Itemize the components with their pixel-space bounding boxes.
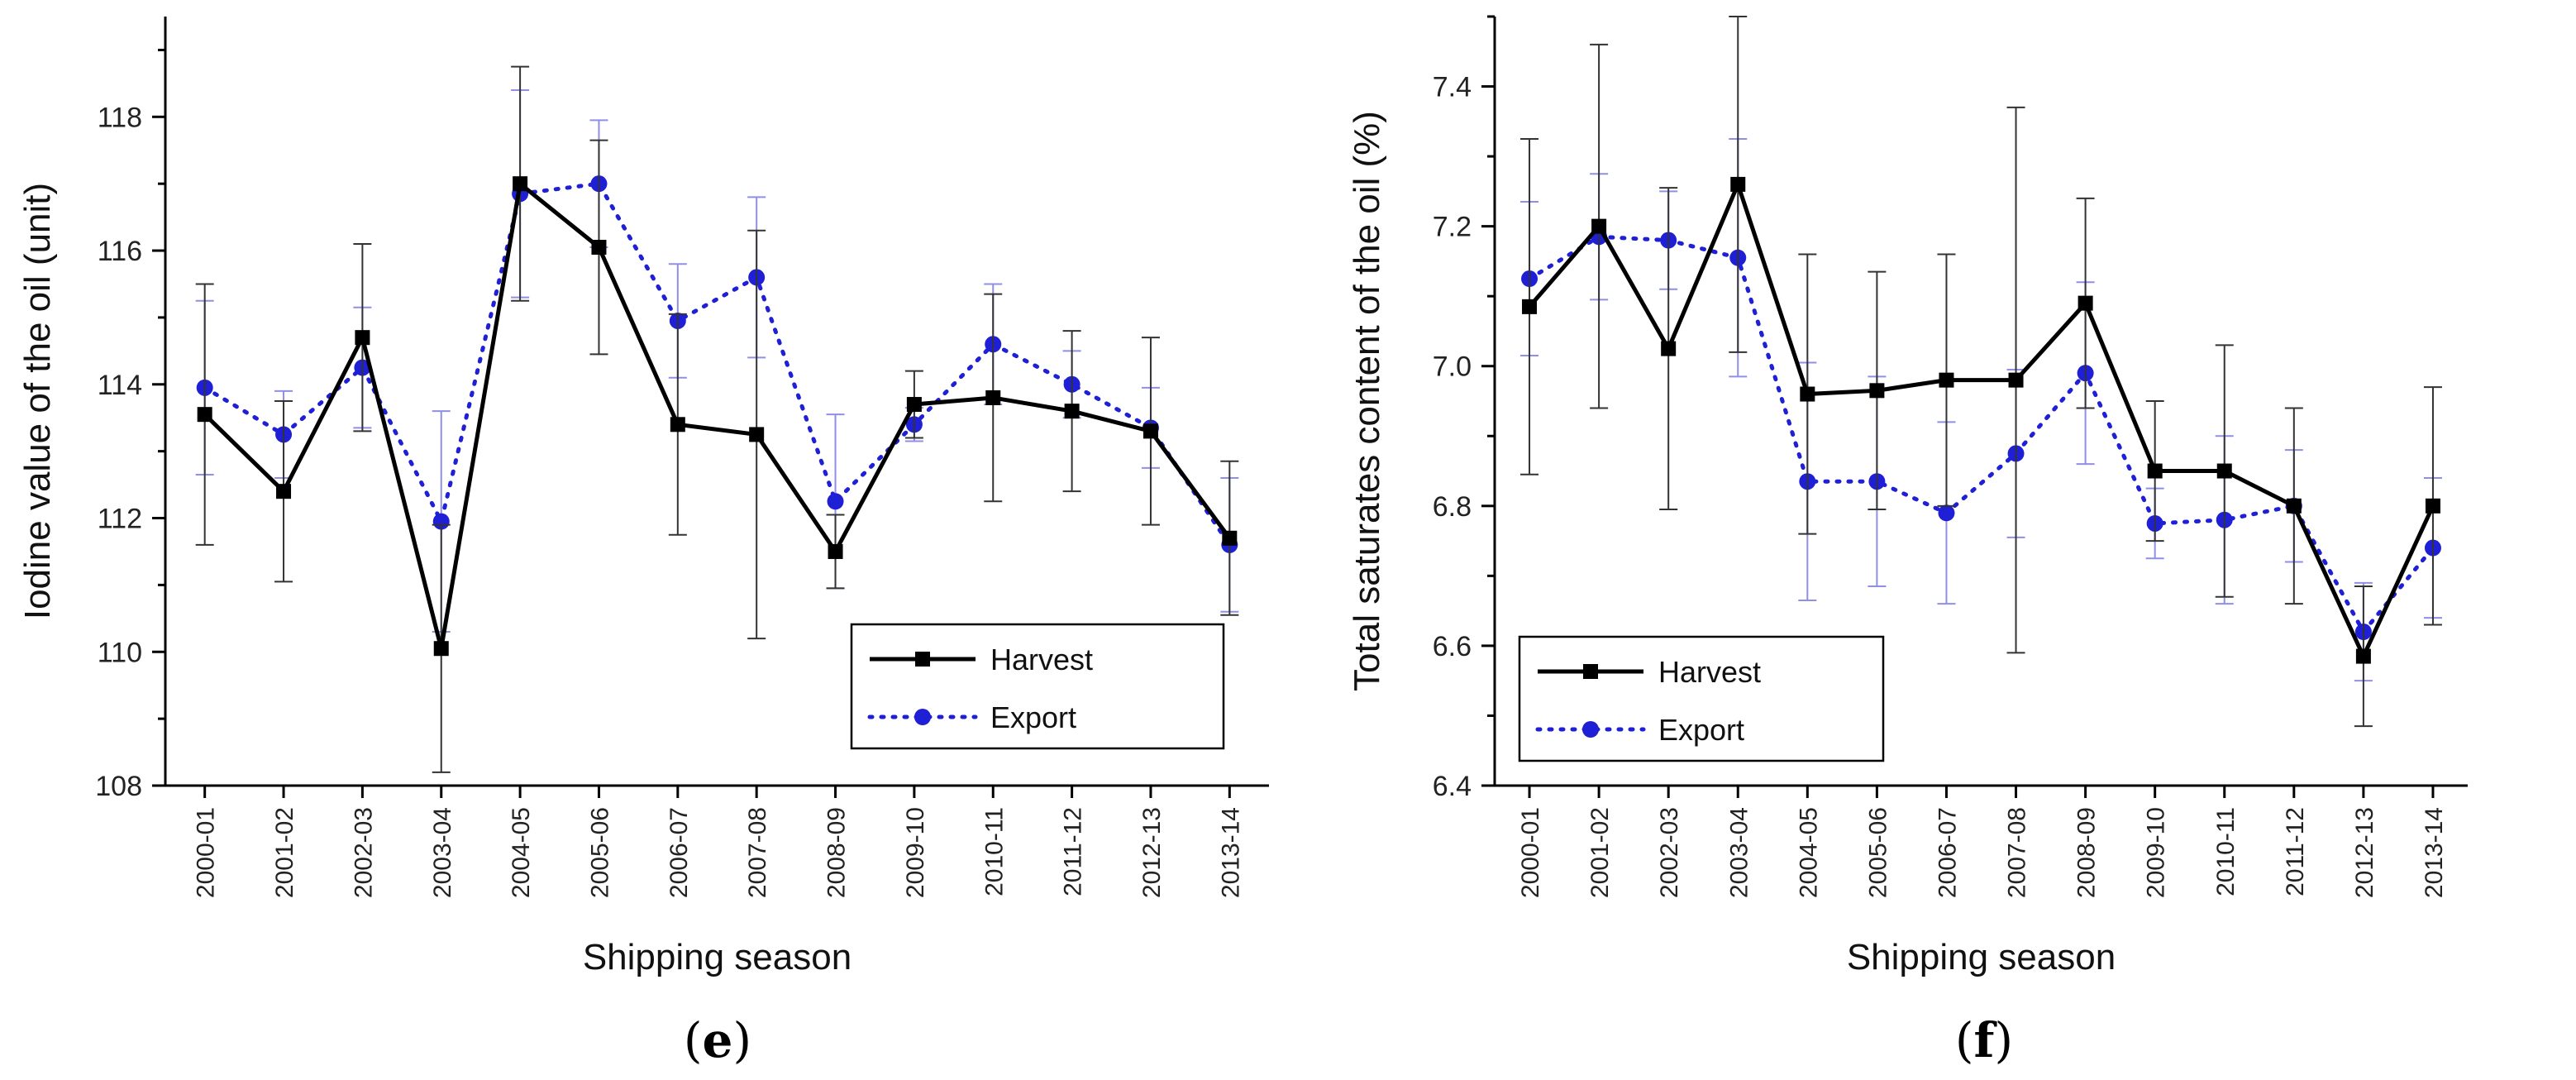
legend-marker-harvest: [1583, 664, 1598, 679]
x-tick-label: 2006-07: [665, 807, 693, 898]
x-tick-label: 2010-11: [2212, 807, 2240, 896]
chart-panel-e: 108 110 112 114 116 118 2000-01 2001-02 2002-03 2…: [17, 17, 1269, 1068]
data-point-harvest: [1730, 176, 1746, 192]
legend-label-export: Export: [990, 700, 1076, 734]
x-tick-label: 2013-14: [1217, 807, 1244, 898]
data-point-harvest: [2355, 648, 2371, 664]
y-axis-label: Total saturates content of the oil (%): [1347, 111, 1387, 691]
data-point-harvest: [355, 330, 370, 346]
data-point-harvest: [197, 407, 212, 423]
x-tick-label: 2008-09: [823, 807, 851, 898]
data-point-harvest: [2286, 498, 2302, 514]
data-point-harvest: [1064, 404, 1080, 419]
x-tick-label: 2000-01: [1517, 807, 1544, 898]
data-point-harvest: [985, 389, 1001, 405]
legend-marker-export: [914, 709, 931, 725]
data-point-harvest: [749, 427, 765, 442]
legend-label-harvest: Harvest: [1658, 655, 1761, 689]
data-point-harvest: [1800, 386, 1815, 402]
x-tick-label: 2013-14: [2421, 807, 2448, 898]
data-point-export: [1938, 504, 1955, 522]
data-point-harvest: [670, 417, 685, 432]
data-point-export: [827, 493, 844, 510]
data-point-harvest: [1222, 530, 1238, 546]
series-line-harvest: [203, 179, 1232, 649]
x-tick-label: 2011-12: [1060, 807, 1087, 896]
data-point-harvest: [2425, 498, 2440, 514]
x-tick-label: 2004-05: [1795, 807, 1822, 898]
x-tick-label: 2005-06: [586, 807, 613, 898]
x-axis-label: Shipping season: [1847, 937, 2116, 977]
legend-box: [1518, 635, 1885, 762]
y-tick-label: 108: [95, 771, 142, 802]
series-line-export: [1527, 234, 2435, 636]
x-tick-label: 2003-04: [429, 807, 456, 898]
y-tick-label: 6.8: [1433, 491, 1472, 523]
x-tick-label: 2002-03: [350, 807, 377, 898]
x-tick-label: 2001-02: [271, 807, 298, 898]
x-tick-label: 2007-08: [2004, 807, 2031, 898]
data-point-harvest: [1522, 299, 1538, 314]
data-point-harvest: [2147, 463, 2163, 479]
data-point-harvest: [433, 641, 449, 657]
x-tick-label: 2000-01: [193, 807, 220, 898]
x-tick-label: 2012-13: [2351, 807, 2378, 898]
y-tick-label: 118: [98, 102, 142, 133]
y-tick-label: 7.0: [1433, 351, 1472, 383]
x-axis-label: Shipping season: [583, 937, 852, 977]
x-tick-label: 2009-10: [2143, 807, 2170, 898]
x-tick-label: 2008-09: [2073, 807, 2101, 898]
x-tick-label: 2010-11: [980, 807, 1008, 896]
data-point-harvest: [828, 543, 843, 559]
y-axis-label: Iodine value of the oil (unit): [17, 183, 58, 619]
x-tick-label: 2004-05: [508, 807, 535, 898]
y-tick-label: 7.2: [1433, 212, 1472, 243]
y-tick-label: 112: [98, 504, 142, 535]
legend-label-harvest: Harvest: [990, 643, 1093, 676]
data-point-harvest: [276, 484, 292, 499]
chart-panel-f: 6.4 6.6 6.8 7.0 7.2 7.4 2000-01 2001-02 2002-03 2…: [1347, 15, 2468, 1068]
y-tick-label: 7.4: [1433, 72, 1472, 103]
data-point-harvest: [591, 240, 607, 255]
data-point-harvest: [1661, 341, 1677, 356]
data-point-harvest: [1143, 423, 1158, 439]
data-point-harvest: [1591, 218, 1607, 234]
x-tick-label: 2002-03: [1656, 807, 1683, 898]
x-tick-label: 2003-04: [1725, 807, 1753, 898]
data-point-harvest: [1939, 372, 1954, 388]
panel-label: (f): [1955, 1012, 2013, 1068]
x-tick-label: 2009-10: [902, 807, 929, 898]
y-tick-label: 114: [98, 370, 142, 401]
y-tick-label: 116: [98, 236, 142, 267]
x-tick-label: 2005-06: [1864, 807, 1891, 898]
x-tick-label: 2012-13: [1138, 807, 1166, 898]
x-tick-label: 2001-02: [1586, 807, 1614, 898]
series-line-harvest: [1528, 178, 2435, 662]
data-point-harvest: [2008, 372, 2024, 388]
panel-label: (e): [684, 1012, 751, 1068]
legend: Harvest Export: [1518, 635, 1885, 762]
data-point-harvest: [2077, 295, 2093, 311]
data-point-harvest: [2216, 463, 2232, 479]
y-tick-label: 6.6: [1433, 631, 1472, 662]
y-tick-label: 110: [98, 637, 142, 668]
legend-label-export: Export: [1658, 713, 1744, 747]
x-tick-label: 2007-08: [744, 807, 771, 898]
legend-box: [850, 623, 1225, 750]
legend-marker-export: [1582, 721, 1599, 738]
legend-marker-harvest: [915, 652, 930, 667]
y-tick-label: 6.4: [1433, 771, 1472, 802]
x-tick-label: 2011-12: [2282, 807, 2309, 896]
data-point-harvest: [1869, 383, 1885, 399]
x-tick-label: 2006-07: [1934, 807, 1961, 898]
legend: Harvest Export: [850, 623, 1225, 750]
data-point-harvest: [513, 176, 528, 192]
data-point-harvest: [906, 397, 922, 413]
